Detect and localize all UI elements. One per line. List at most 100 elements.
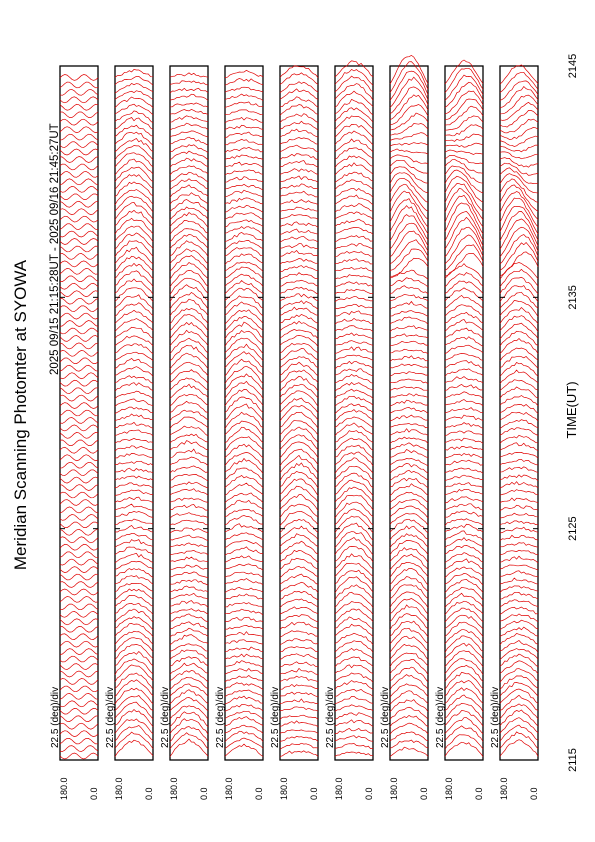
scan-trace (389, 533, 429, 548)
scan-trace (59, 126, 99, 134)
scan-trace (389, 540, 429, 556)
scan-trace (334, 695, 374, 705)
scan-trace (499, 197, 539, 228)
scan-trace (389, 746, 429, 757)
scan-trace (59, 305, 99, 312)
scan-trace (169, 448, 209, 458)
scale-label: 22.5 (deg)/div (380, 687, 391, 748)
scan-trace (279, 128, 319, 138)
scan-trace (279, 533, 319, 547)
scan-trace (224, 523, 264, 533)
scan-trace (59, 424, 99, 432)
scan-trace (114, 546, 154, 555)
scan-trace (59, 536, 99, 544)
scan-trace (389, 469, 429, 481)
scan-trace (114, 616, 154, 631)
scan-trace (499, 322, 539, 340)
scan-trace (334, 409, 374, 422)
scan-trace (389, 300, 429, 310)
scan-trace (114, 335, 154, 347)
scan-trace (114, 278, 154, 295)
scan-trace (499, 466, 539, 473)
scan-trace (169, 165, 209, 176)
scan-trace (114, 181, 154, 197)
scan-trace (169, 72, 209, 78)
scan-trace (59, 700, 99, 708)
scan-trace (114, 532, 153, 541)
scan-trace (444, 90, 484, 115)
scan-trace (280, 160, 319, 168)
scan-trace (499, 211, 539, 241)
range-start-label: 180.0 (499, 777, 509, 800)
scan-trace (444, 154, 484, 164)
scan-trace (389, 371, 428, 377)
range-end-label: 0.0 (364, 787, 374, 800)
scan-trace (389, 61, 429, 93)
scan-trace (389, 620, 429, 638)
scan-trace (334, 553, 374, 570)
panel: 22.5 (deg)/div 180.0 0.0 (325, 60, 374, 800)
scan-trace (224, 330, 264, 347)
scan-trace (59, 678, 99, 685)
scan-trace (114, 552, 154, 564)
scan-trace (499, 660, 539, 675)
scan-trace (279, 426, 319, 443)
scan-trace (389, 190, 429, 220)
scan-trace (169, 488, 209, 496)
scan-trace (59, 640, 99, 648)
scan-trace (169, 313, 209, 332)
scan-trace (389, 525, 429, 541)
scan-trace (444, 202, 484, 235)
scan-trace (499, 291, 539, 309)
scan-trace (224, 730, 264, 742)
scan-trace (169, 497, 209, 503)
range-end-label: 0.0 (199, 787, 209, 800)
scan-trace (334, 601, 374, 615)
scan-trace (169, 579, 209, 586)
scan-trace (444, 142, 484, 148)
scan-trace (169, 683, 209, 697)
scan-trace (114, 232, 154, 250)
scan-trace (279, 691, 319, 697)
scan-trace (389, 148, 429, 155)
scan-trace (59, 693, 99, 700)
scan-trace (114, 69, 154, 78)
scan-trace (169, 440, 209, 451)
scan-trace (444, 710, 484, 727)
scan-trace (499, 577, 539, 585)
scan-trace (334, 719, 374, 727)
scan-trace (59, 708, 99, 715)
scan-trace (389, 591, 429, 608)
scan-trace (279, 518, 319, 533)
scan-trace (224, 411, 264, 429)
scan-trace (224, 578, 264, 586)
scan-trace (389, 491, 429, 503)
scan-trace (279, 397, 319, 414)
scan-trace (224, 653, 264, 660)
scan-trace (279, 706, 319, 712)
scan-trace (334, 640, 374, 653)
scan-trace (59, 566, 99, 573)
scan-trace (499, 151, 539, 160)
scan-trace (279, 375, 319, 392)
scan-trace (169, 369, 209, 384)
scan-trace (279, 503, 319, 518)
scan-trace (499, 395, 539, 407)
scan-trace (334, 444, 374, 459)
scan-trace (169, 571, 209, 578)
scan-trace (279, 405, 319, 422)
scan-trace (59, 655, 99, 663)
scan-trace (279, 478, 319, 496)
scan-trace (499, 330, 539, 347)
scan-trace (444, 452, 484, 459)
scan-trace (279, 581, 319, 593)
scan-trace (389, 348, 429, 355)
scan-trace (114, 152, 154, 168)
scan-trace (114, 644, 154, 660)
scan-trace (59, 611, 99, 618)
scan-trace (444, 98, 484, 121)
scan-trace (389, 666, 429, 683)
scan-trace (334, 325, 374, 332)
scan-trace (444, 67, 484, 93)
scan-trace (59, 350, 99, 357)
